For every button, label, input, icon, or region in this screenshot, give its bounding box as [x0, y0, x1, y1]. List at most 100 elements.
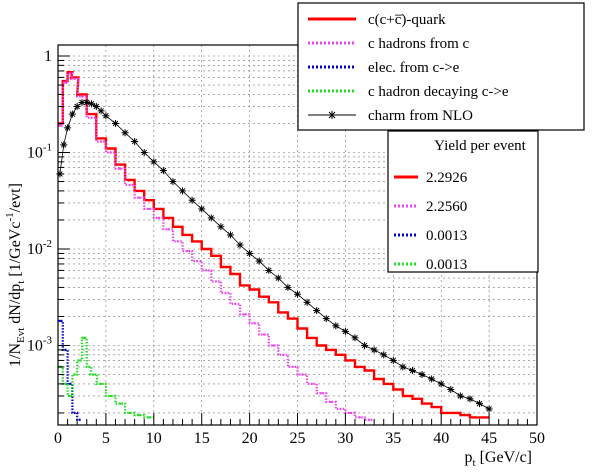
- yield-value: 0.0013: [426, 257, 467, 273]
- x-tick-label: 40: [433, 430, 449, 447]
- x-tick-label: 45: [481, 430, 497, 447]
- y-tick-label: 1: [44, 48, 52, 65]
- data-point-star: [341, 327, 349, 335]
- data-point-star: [83, 98, 91, 106]
- data-point: [109, 151, 112, 154]
- data-point: [100, 382, 103, 385]
- data-point-star: [370, 346, 378, 354]
- data-point-star: [246, 249, 254, 257]
- data-point: [243, 313, 246, 316]
- yield-box-frame: [387, 130, 539, 273]
- x-tick-label: 30: [337, 430, 353, 447]
- data-point-star: [97, 107, 105, 115]
- data-point: [83, 336, 86, 339]
- yield-box-title: Yield per event: [434, 138, 526, 154]
- data-point: [73, 373, 76, 376]
- data-point: [301, 373, 304, 376]
- data-point: [109, 147, 112, 150]
- data-point: [128, 178, 131, 182]
- data-point: [253, 322, 256, 325]
- x-tick-label: 10: [146, 430, 162, 447]
- data-point: [358, 416, 361, 419]
- data-point: [425, 402, 428, 405]
- x-tick-label: 25: [290, 430, 306, 447]
- data-point: [291, 365, 294, 369]
- data-point-star: [179, 187, 187, 195]
- data-point-star: [68, 110, 76, 118]
- data-point: [329, 400, 333, 404]
- data-point-star: [408, 367, 416, 375]
- data-point-star: [121, 129, 129, 137]
- data-point: [186, 250, 189, 253]
- legend-entry: charm from NLO: [308, 108, 473, 124]
- data-point: [262, 333, 266, 336]
- data-point: [195, 240, 199, 243]
- data-point: [454, 411, 457, 415]
- data-point: [214, 254, 218, 257]
- data-point: [349, 411, 352, 415]
- data-point: [128, 183, 131, 187]
- data-point: [73, 77, 76, 80]
- data-point-star: [447, 385, 455, 393]
- legend-label: c hadron decaying c->e: [368, 84, 509, 100]
- data-point-star: [284, 283, 292, 291]
- plot-series: [56, 71, 493, 421]
- x-tick-label: 15: [194, 430, 210, 447]
- data-point: [214, 280, 218, 283]
- data-point: [92, 373, 96, 376]
- data-point-star: [102, 112, 110, 120]
- data-point: [147, 207, 151, 211]
- y-axis-label: 1/NEvt​ dN/dpt​ [1/GeVc-1​/evt]: [4, 183, 27, 367]
- data-point: [444, 411, 448, 415]
- data-point-star: [73, 102, 81, 110]
- data-point-star: [313, 307, 321, 315]
- legend-marker-star: [328, 111, 336, 119]
- data-point: [310, 382, 313, 385]
- yield-value: 2.2560: [426, 199, 467, 215]
- data-point-star: [361, 341, 369, 349]
- data-point: [320, 344, 323, 347]
- x-tick-label: 20: [242, 430, 258, 447]
- data-point: [282, 311, 285, 314]
- data-point: [78, 418, 81, 421]
- yield-entry: 2.2926: [394, 170, 468, 186]
- legend-label: c(c+c̅)-quark: [368, 12, 446, 28]
- yield-entry: 0.0013: [394, 257, 467, 273]
- data-point: [90, 112, 93, 116]
- yield-box: Yield per event 2.2926 2.2560 0.0013 0.0013: [387, 130, 539, 273]
- data-point: [68, 394, 72, 398]
- data-point: [368, 369, 371, 372]
- data-point: [272, 301, 275, 304]
- data-point-star: [418, 371, 426, 379]
- data-point: [176, 240, 179, 243]
- data-point-star: [351, 334, 359, 342]
- data-point: [282, 353, 285, 356]
- data-point-star: [466, 395, 474, 403]
- legend-entry: c hadrons from c: [308, 36, 470, 52]
- data-point: [138, 189, 141, 192]
- yield-entry: 2.2560: [394, 199, 467, 215]
- data-point-star: [226, 231, 234, 239]
- legend-label: elec. from c->e: [368, 60, 460, 76]
- data-point: [176, 225, 179, 228]
- legend-entry: elec. from c->e: [308, 60, 460, 76]
- data-point-star: [111, 119, 119, 127]
- x-tick-label: 0: [54, 430, 62, 447]
- series-line: [58, 71, 490, 419]
- data-point-star: [92, 102, 100, 110]
- data-point: [80, 93, 84, 96]
- data-point: [329, 348, 333, 352]
- data-point: [291, 317, 294, 320]
- data-point-star: [456, 392, 464, 400]
- data-point: [339, 407, 342, 411]
- yield-value: 0.0013: [426, 228, 467, 244]
- data-point: [339, 353, 342, 356]
- data-point: [377, 377, 381, 381]
- data-point-star: [169, 178, 177, 186]
- data-point: [387, 382, 390, 385]
- data-point: [483, 416, 486, 419]
- data-point: [473, 416, 476, 419]
- data-point: [64, 81, 67, 84]
- data-point-star: [389, 356, 397, 364]
